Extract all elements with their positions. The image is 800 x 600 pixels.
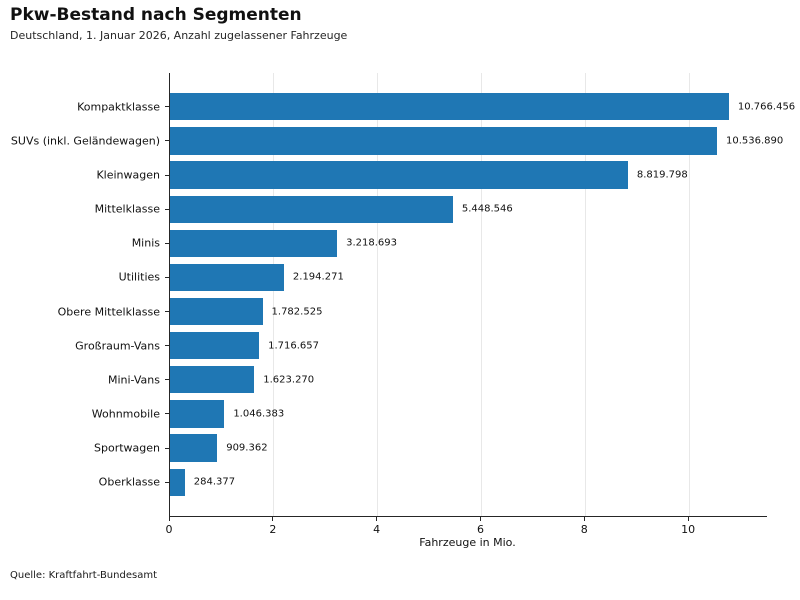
category-label: Kleinwagen [96,168,160,182]
x-tick-label: 4 [373,523,381,536]
y-tick-mark [165,208,169,210]
bar [170,229,338,257]
category-label: Minis [131,236,160,250]
bar [170,332,260,360]
y-tick-mark [165,242,169,244]
bar [170,195,453,223]
gridline [480,73,482,516]
bar-value-label: 2.194.271 [292,271,344,283]
category-label: Mini-Vans [107,373,160,387]
bar-value-label: 10.536.890 [726,135,784,147]
bar [170,297,263,326]
chart-title: Pkw-Bestand nach Segmenten [10,5,302,25]
x-tick-mark [479,517,481,521]
x-tick-mark [376,517,378,521]
y-axis-labels: Kompaktklasse SUVs (inkl. Geländewagen) Kl… [0,73,160,516]
x-tick-label: 10 [681,523,696,536]
gridline [377,73,379,516]
gridline [688,73,690,516]
bar-value-label: 8.819.798 [636,169,688,181]
y-tick-mark [165,345,169,347]
y-tick-mark [165,413,169,415]
x-tick-label: 8 [580,523,588,536]
bar-value-label: 909.362 [226,442,268,454]
category-label: Sportwagen [94,441,160,455]
category-label: SUVs (inkl. Geländewagen) [10,134,160,148]
y-tick-mark [165,140,169,142]
bar [170,468,185,496]
bar-value-label: 1.046.383 [233,408,285,420]
category-label: Wohnmobile [91,407,160,421]
category-label: Oberklasse [98,475,160,489]
category-label: Großraum-Vans [75,339,160,353]
bar-value-label: 1.623.270 [263,374,315,386]
bar [170,127,717,155]
y-tick-mark [165,106,169,108]
x-tick-mark [272,517,274,521]
x-axis-title: Fahrzeuge in Mio. [419,536,516,549]
bar-value-label: 1.716.657 [268,340,320,352]
y-tick-mark [165,447,169,449]
x-tick-mark [583,517,585,521]
y-tick-mark [165,276,169,278]
category-label: Mittelklasse [94,202,160,216]
chart-subtitle: Deutschland, 1. Januar 2026, Anzahl zuge… [10,29,348,42]
bar-value-label: 10.766.456 [737,101,796,113]
bar [170,263,284,292]
category-label: Kompaktklasse [77,100,160,114]
y-tick-mark [165,174,169,176]
bar-value-label: 1.782.525 [271,306,323,318]
bar [170,93,729,121]
category-label: Utilities [118,270,160,284]
bar-value-label: 5.448.546 [461,203,513,215]
y-tick-mark [165,481,169,483]
bar [170,366,255,394]
x-axis: 0 2 4 6 8 10 [165,517,766,557]
bar-value-label: 284.377 [193,476,236,488]
bar [170,161,628,189]
y-tick-mark [165,379,169,381]
x-tick-mark [687,517,689,521]
bar [170,434,218,462]
gridline [273,73,275,516]
x-tick-label: 2 [269,523,277,536]
bar-value-label: 3.218.693 [346,237,397,249]
x-tick-label: 6 [476,523,484,536]
gridline [584,73,586,516]
y-tick-mark [165,311,169,313]
plot-area: 10.766.456 10.536.890 8.819.798 5.448.546 3.… [165,73,795,517]
x-tick-label: 0 [165,523,173,536]
source-note: Quelle: Kraftfahrt-Bundesamt [10,570,157,581]
bar [170,400,225,428]
category-label: Obere Mittelklasse [57,305,160,319]
x-tick-mark [168,517,170,521]
